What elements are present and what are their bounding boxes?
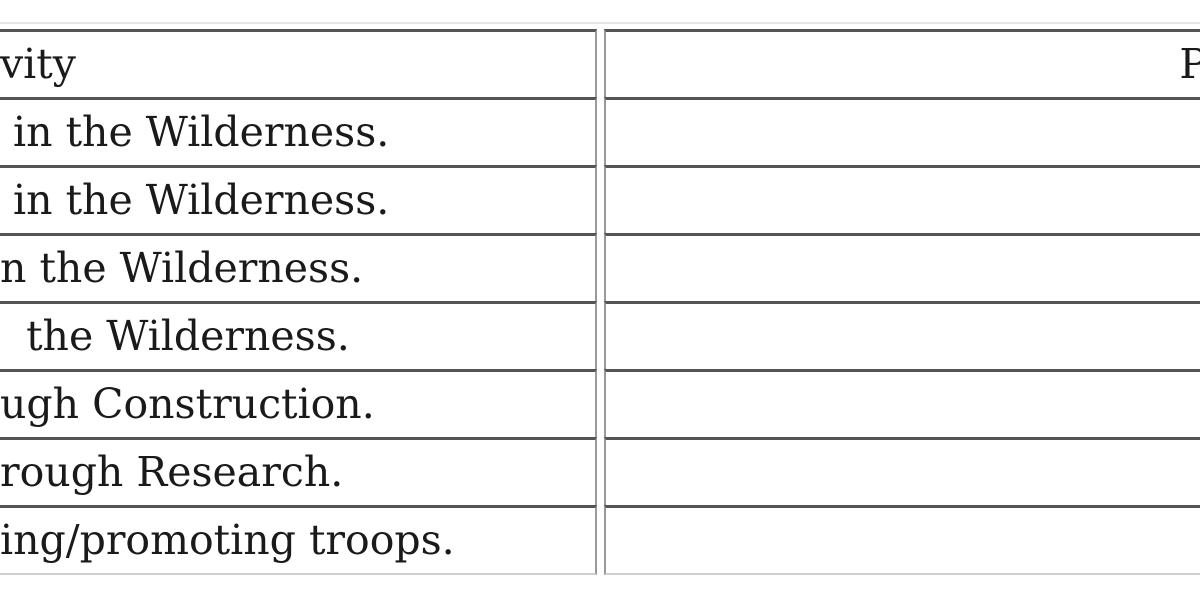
activity-text: n the Wilderness. [0,244,364,292]
points-cell: 1 [604,233,1200,303]
activity-text: ugh Construction. [0,380,375,428]
points-text: Po [1179,38,1200,90]
activity-cell: the Wilderness. [0,301,597,371]
activity-cell: rough Research. [0,437,597,507]
activity-cell: in the Wilderness. [0,165,597,235]
activity-text: ing/promoting troops. [0,516,455,564]
header-activity: vity [0,29,597,99]
activity-cell: n the Wilderness. [0,233,597,303]
activity-text: rough Research. [0,448,344,496]
activity-text: the Wilderness. [0,312,350,360]
points-cell [604,369,1200,439]
activity-cell: ugh Construction. [0,369,597,439]
activity-text: vity [0,40,76,88]
points-cell [604,505,1200,575]
points-cell [604,437,1200,507]
activity-text: in the Wilderness. [0,176,390,224]
activity-cell: ing/promoting troops. [0,505,597,575]
points-cell: 1 [604,165,1200,235]
activity-text: in the Wilderness. [0,108,390,156]
points-cell: 1 [604,301,1200,371]
header-points: Po [604,29,1200,99]
activity-cell: in the Wilderness. [0,97,597,167]
divider [0,22,1200,24]
points-cell: 1 [604,97,1200,167]
